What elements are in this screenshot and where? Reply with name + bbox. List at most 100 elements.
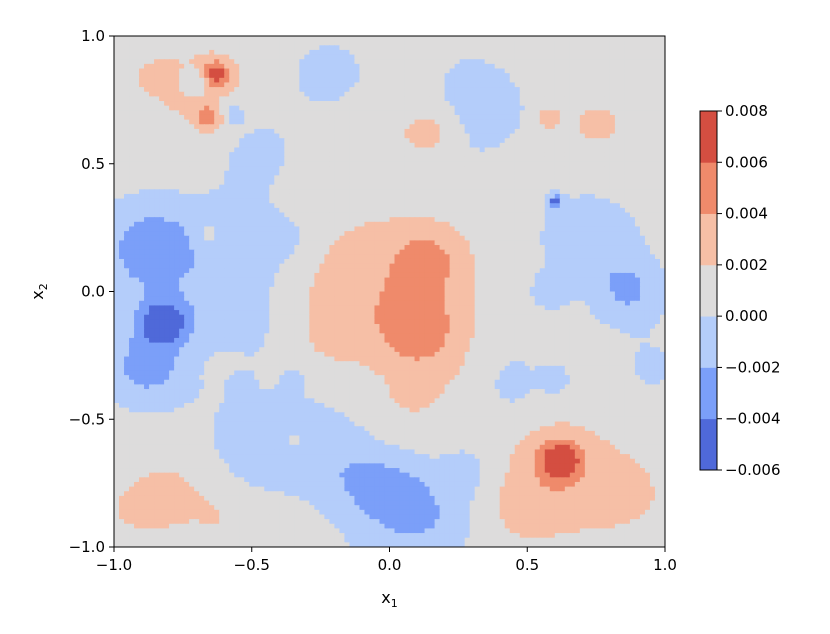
contour-cell-band-3 [644, 36, 651, 42]
contour-cell-band-3 [629, 110, 636, 116]
contour-cell-band-3 [654, 240, 661, 246]
contour-cell-band-2 [459, 96, 466, 102]
contour-cell-band-3 [474, 49, 481, 56]
contour-cell-band-3 [659, 156, 665, 163]
contour-cell-band-4 [359, 240, 366, 246]
contour-cell-band-3 [589, 170, 596, 176]
contour-cell-band-2 [329, 73, 335, 79]
contour-cell-band-3 [444, 207, 451, 214]
contour-cell-band-2 [174, 198, 180, 204]
contour-cell-band-3 [614, 63, 621, 70]
contour-cell-band-2 [609, 221, 616, 228]
contour-cell-band-2 [264, 175, 270, 181]
contour-cell-band-3 [504, 59, 511, 65]
contour-cell-band-3 [399, 184, 406, 190]
contour-cell-band-2 [319, 73, 325, 79]
contour-cell-band-3 [374, 119, 381, 125]
contour-cell-band-3 [524, 68, 531, 74]
contour-cell-band-4 [354, 231, 361, 237]
contour-cell-band-3 [429, 87, 436, 93]
contour-cell-band-3 [119, 166, 125, 172]
contour-cell-band-3 [414, 87, 421, 93]
contour-cell-band-2 [269, 221, 275, 228]
contour-cell-band-3 [224, 40, 230, 46]
contour-cell-band-3 [534, 175, 541, 181]
contour-cell-band-2 [304, 73, 310, 79]
contour-cell-band-3 [659, 36, 665, 42]
contour-cell-band-2 [224, 226, 230, 232]
contour-cell-band-2 [564, 198, 571, 204]
contour-cell-band-3 [244, 36, 250, 42]
contour-cell-band-4 [169, 96, 175, 102]
contour-cell-band-3 [199, 161, 205, 167]
contour-cell-band-3 [609, 166, 616, 172]
contour-cell-band-3 [429, 68, 436, 74]
contour-cell-band-3 [404, 166, 411, 172]
contour-cell-band-4 [394, 240, 401, 246]
contour-cell-band-2 [159, 203, 165, 209]
contour-cell-band-3 [554, 36, 561, 42]
contour-cell-band-3 [614, 105, 621, 111]
contour-cell-band-2 [339, 77, 346, 84]
contour-cell-band-2 [584, 231, 591, 237]
contour-cell-band-5 [419, 240, 426, 246]
contour-cell-band-3 [384, 82, 391, 88]
contour-cell-band-3 [189, 124, 195, 130]
contour-cell-band-3 [404, 114, 411, 121]
contour-cell-band-2 [199, 212, 205, 218]
contour-cell-band-3 [284, 91, 290, 97]
contour-cell-band-3 [354, 119, 361, 125]
contour-cell-band-3 [329, 198, 335, 204]
contour-cell-band-2 [559, 193, 566, 200]
contour-cell-band-3 [289, 147, 295, 153]
contour-cell-band-3 [529, 147, 536, 153]
contour-cell-band-3 [289, 40, 295, 46]
contour-cell-band-2 [589, 212, 596, 218]
contour-cell-band-4 [229, 77, 235, 84]
contour-cell-band-4 [409, 133, 416, 139]
contour-cell-band-3 [329, 231, 335, 237]
contour-cell-band-3 [374, 45, 381, 51]
contour-cell-band-3 [239, 105, 245, 111]
contour-cell-band-3 [279, 63, 285, 70]
contour-cell-band-2 [494, 128, 501, 135]
contour-cell-band-3 [344, 96, 351, 102]
contour-cell-band-3 [489, 59, 496, 65]
contour-cell-band-3 [639, 226, 646, 232]
contour-cell-band-3 [629, 207, 636, 214]
contour-cell-band-3 [529, 101, 536, 107]
contour-cell-band-3 [659, 152, 665, 158]
contour-cell-band-3 [159, 138, 165, 144]
contour-cell-band-3 [284, 124, 290, 130]
contour-cell-band-2 [319, 63, 325, 70]
contour-cell-band-3 [404, 180, 411, 186]
contour-cell-band-4 [444, 235, 451, 241]
contour-cell-band-2 [224, 221, 230, 228]
contour-cell-band-3 [559, 128, 566, 135]
contour-cell-band-2 [564, 203, 571, 209]
contour-cell-band-3 [154, 166, 160, 172]
contour-cell-band-3 [314, 175, 320, 181]
contour-cell-band-2 [249, 166, 255, 172]
contour-cell-band-4 [584, 110, 591, 116]
contour-cell-band-2 [549, 212, 556, 218]
contour-cell-band-3 [244, 96, 250, 102]
contour-cell-band-3 [654, 142, 661, 149]
contour-cell-band-3 [434, 184, 441, 190]
contour-cell-band-4 [164, 59, 170, 65]
contour-cell-band-3 [629, 119, 636, 125]
contour-cell-band-3 [309, 45, 315, 51]
contour-cell-band-3 [264, 68, 270, 74]
contour-cell-band-2 [259, 221, 265, 228]
contour-cell-band-3 [574, 77, 581, 84]
contour-cell-band-3 [339, 217, 346, 223]
contour-cell-band-3 [274, 36, 280, 42]
contour-cell-band-3 [574, 147, 581, 153]
contour-cell-band-3 [249, 68, 255, 74]
contour-cell-band-3 [569, 36, 576, 42]
contour-cell-band-3 [384, 180, 391, 186]
contour-cell-band-2 [514, 96, 521, 102]
contour-cell-band-2 [329, 45, 335, 51]
contour-cell-band-3 [284, 68, 290, 74]
contour-cell-band-3 [364, 184, 371, 190]
